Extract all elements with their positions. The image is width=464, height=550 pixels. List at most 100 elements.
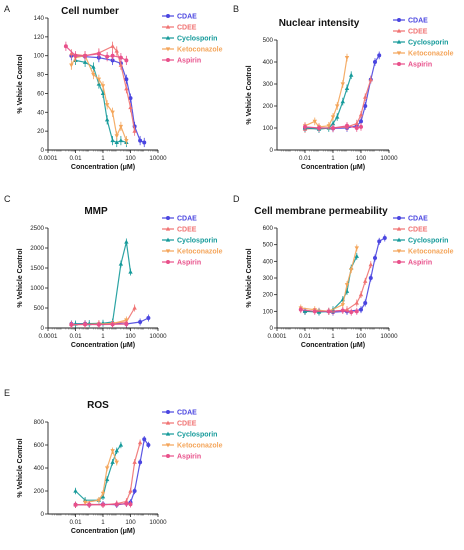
data-point <box>344 307 350 312</box>
data-point <box>382 236 387 240</box>
data-point <box>312 119 317 124</box>
series-line <box>85 448 118 504</box>
data-point <box>330 121 336 126</box>
x-tick-label: 0.01 <box>69 155 82 162</box>
series-line <box>305 55 380 130</box>
data-point <box>118 62 124 67</box>
legend-marker <box>165 420 171 425</box>
data-point <box>368 276 373 280</box>
data-point <box>377 239 382 244</box>
data-point <box>368 77 373 82</box>
y-tick-label: 100 <box>34 53 45 60</box>
legend-entry: CDAE <box>177 410 197 417</box>
legend-marker <box>396 39 402 44</box>
x-tick-label: 0.01 <box>69 333 82 340</box>
legend-entry: Cyclosporin <box>408 238 448 245</box>
data-point <box>312 309 317 314</box>
data-point <box>128 96 133 101</box>
data-point <box>335 104 340 109</box>
data-point <box>358 112 364 117</box>
data-point <box>91 64 96 69</box>
x-tick-label: 100 <box>125 519 136 526</box>
x-tick-label: 100 <box>125 333 136 340</box>
legend-entry: CDAE <box>408 18 428 25</box>
data-point <box>83 322 88 327</box>
data-point <box>124 138 129 143</box>
data-point <box>340 308 345 313</box>
data-point <box>124 318 129 323</box>
x-tick-label: 0.0001 <box>39 155 58 162</box>
data-point <box>142 140 147 145</box>
legend-entry: CDAE <box>177 216 197 223</box>
data-point <box>110 43 115 48</box>
data-point <box>373 256 377 260</box>
chart-title: Nuclear intensity <box>279 18 360 29</box>
y-tick-label: 500 <box>34 305 45 312</box>
x-tick-label: 1 <box>331 333 335 340</box>
legend-marker <box>396 237 402 242</box>
legend-marker <box>396 226 402 231</box>
data-point <box>114 134 119 139</box>
series-line <box>304 57 348 128</box>
legend-entry: Ketoconazole <box>177 47 223 54</box>
legend-marker <box>165 431 171 436</box>
data-point <box>104 477 110 482</box>
data-point <box>69 63 74 68</box>
legend-entry: Aspirin <box>177 260 201 267</box>
legend-marker <box>165 24 171 29</box>
series-cyclosporin <box>302 252 359 316</box>
series-line <box>75 241 132 325</box>
legend-marker <box>166 14 170 18</box>
series-aspirin <box>63 41 129 66</box>
data-point <box>114 48 119 53</box>
y-tick-label: 100 <box>263 125 274 132</box>
data-point <box>114 448 119 453</box>
data-point <box>96 77 102 82</box>
x-axis-label: Concentration (μM) <box>71 342 135 349</box>
series-line <box>305 237 386 313</box>
data-point <box>124 322 129 326</box>
legend-entry: Aspirin <box>177 58 201 65</box>
series-aspirin <box>298 306 359 316</box>
data-point <box>83 53 88 58</box>
series-line <box>70 55 127 141</box>
data-point <box>73 488 78 493</box>
data-point <box>128 488 133 493</box>
legend-marker <box>166 260 170 264</box>
data-point <box>354 246 359 251</box>
legend-marker <box>397 216 401 220</box>
legend-entry: CDEE <box>177 227 197 234</box>
y-tick-label: 800 <box>34 419 45 426</box>
y-axis-label: % Vehicle Control <box>17 248 24 307</box>
data-point <box>142 437 147 442</box>
legend-entry: Cyclosporin <box>408 40 448 47</box>
legend-marker <box>397 62 401 66</box>
y-tick-label: 0 <box>270 147 274 154</box>
legend-entry: Cyclosporin <box>177 432 217 439</box>
data-point <box>373 60 377 64</box>
data-point <box>354 300 359 305</box>
data-point <box>118 261 124 266</box>
x-tick-label: 10000 <box>149 155 167 162</box>
data-point <box>330 115 336 120</box>
data-point <box>368 262 373 267</box>
chart-title: ROS <box>87 400 109 411</box>
data-point <box>110 53 115 58</box>
panel-A: A Cell number 0 20 40 60 80 100 120 140 0.0001 0.01… <box>4 4 223 171</box>
data-point <box>354 126 359 130</box>
y-tick-label: 400 <box>34 465 45 472</box>
data-point <box>124 501 129 506</box>
series-cyclosporin <box>73 238 133 328</box>
data-point <box>100 491 106 496</box>
y-axis-label: % Vehicle Control <box>246 65 253 124</box>
x-tick-label: 10000 <box>380 155 398 162</box>
y-tick-label: 20 <box>37 128 44 135</box>
x-tick-label: 10000 <box>380 333 398 340</box>
data-point <box>132 459 137 464</box>
data-point <box>110 110 115 115</box>
data-point <box>340 82 345 87</box>
series-line <box>75 442 141 506</box>
y-tick-label: 0 <box>270 325 274 332</box>
data-point <box>82 500 88 505</box>
